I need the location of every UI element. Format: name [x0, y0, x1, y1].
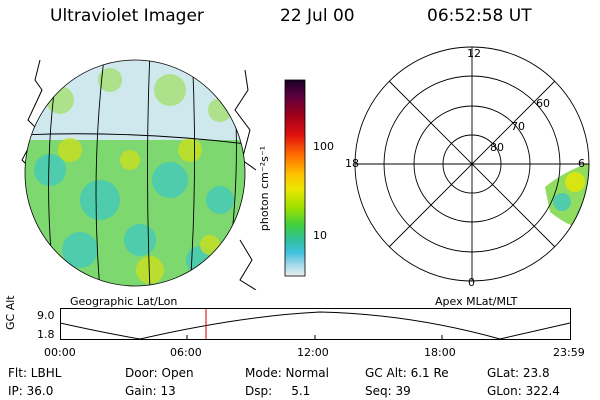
geographic-image-panel	[21, 59, 257, 290]
colorbar-tick-10: 10	[313, 229, 327, 242]
info-glon: GLon: 322.4	[487, 384, 560, 398]
info-glat: GLat: 23.8	[487, 366, 550, 380]
timeline-tick-2359: 23:59	[553, 346, 585, 359]
info-gc-alt: GC Alt: 6.1 Re	[365, 366, 449, 380]
mlt-label-0: 0	[468, 276, 475, 289]
info-seq: Seq: 39	[365, 384, 411, 398]
aurora-image	[25, 60, 245, 286]
timeline-tick-1800: 18:00	[424, 346, 456, 359]
mlt-label-12: 12	[467, 47, 481, 60]
info-ip: IP: 36.0	[8, 384, 54, 398]
timeline-tick-0600: 06:00	[170, 346, 202, 359]
colorbar-unit-label: photon cm⁻²s⁻¹	[258, 145, 272, 232]
timeline-tick-1200: 12:00	[297, 346, 329, 359]
mlt-label-18: 18	[345, 157, 359, 170]
colorbar	[284, 79, 306, 277]
orbit-altitude-plot	[60, 308, 571, 340]
info-dsp: Dsp: 5.1	[245, 384, 311, 398]
lat-ring-80: 80	[490, 141, 504, 154]
timeline-y-bottom: 1.8	[37, 328, 55, 341]
colorbar-tick-100: 100	[313, 140, 334, 153]
info-flt: Flt: LBHL	[8, 366, 62, 380]
mlt-label-6: 6	[578, 157, 585, 170]
lat-ring-60: 60	[536, 97, 550, 110]
info-door: Door: Open	[125, 366, 194, 380]
polar-plot	[354, 46, 590, 282]
timeline-y-top: 9.0	[37, 309, 55, 322]
timeline-tick-0000: 00:00	[44, 346, 76, 359]
altitude-curve	[60, 311, 571, 340]
info-mode: Mode: Normal	[245, 366, 329, 380]
date-label: 22 Jul 00	[280, 6, 355, 26]
instrument-title: Ultraviolet Imager	[50, 6, 204, 26]
time-label: 06:52:58 UT	[427, 6, 532, 26]
geographic-caption: Geographic Lat/Lon	[70, 295, 178, 308]
info-gain: Gain: 13	[125, 384, 176, 398]
timeline-axis-label: GC Alt	[4, 295, 17, 330]
lat-ring-70: 70	[511, 120, 525, 133]
apex-caption: Apex MLat/MLT	[435, 295, 518, 308]
